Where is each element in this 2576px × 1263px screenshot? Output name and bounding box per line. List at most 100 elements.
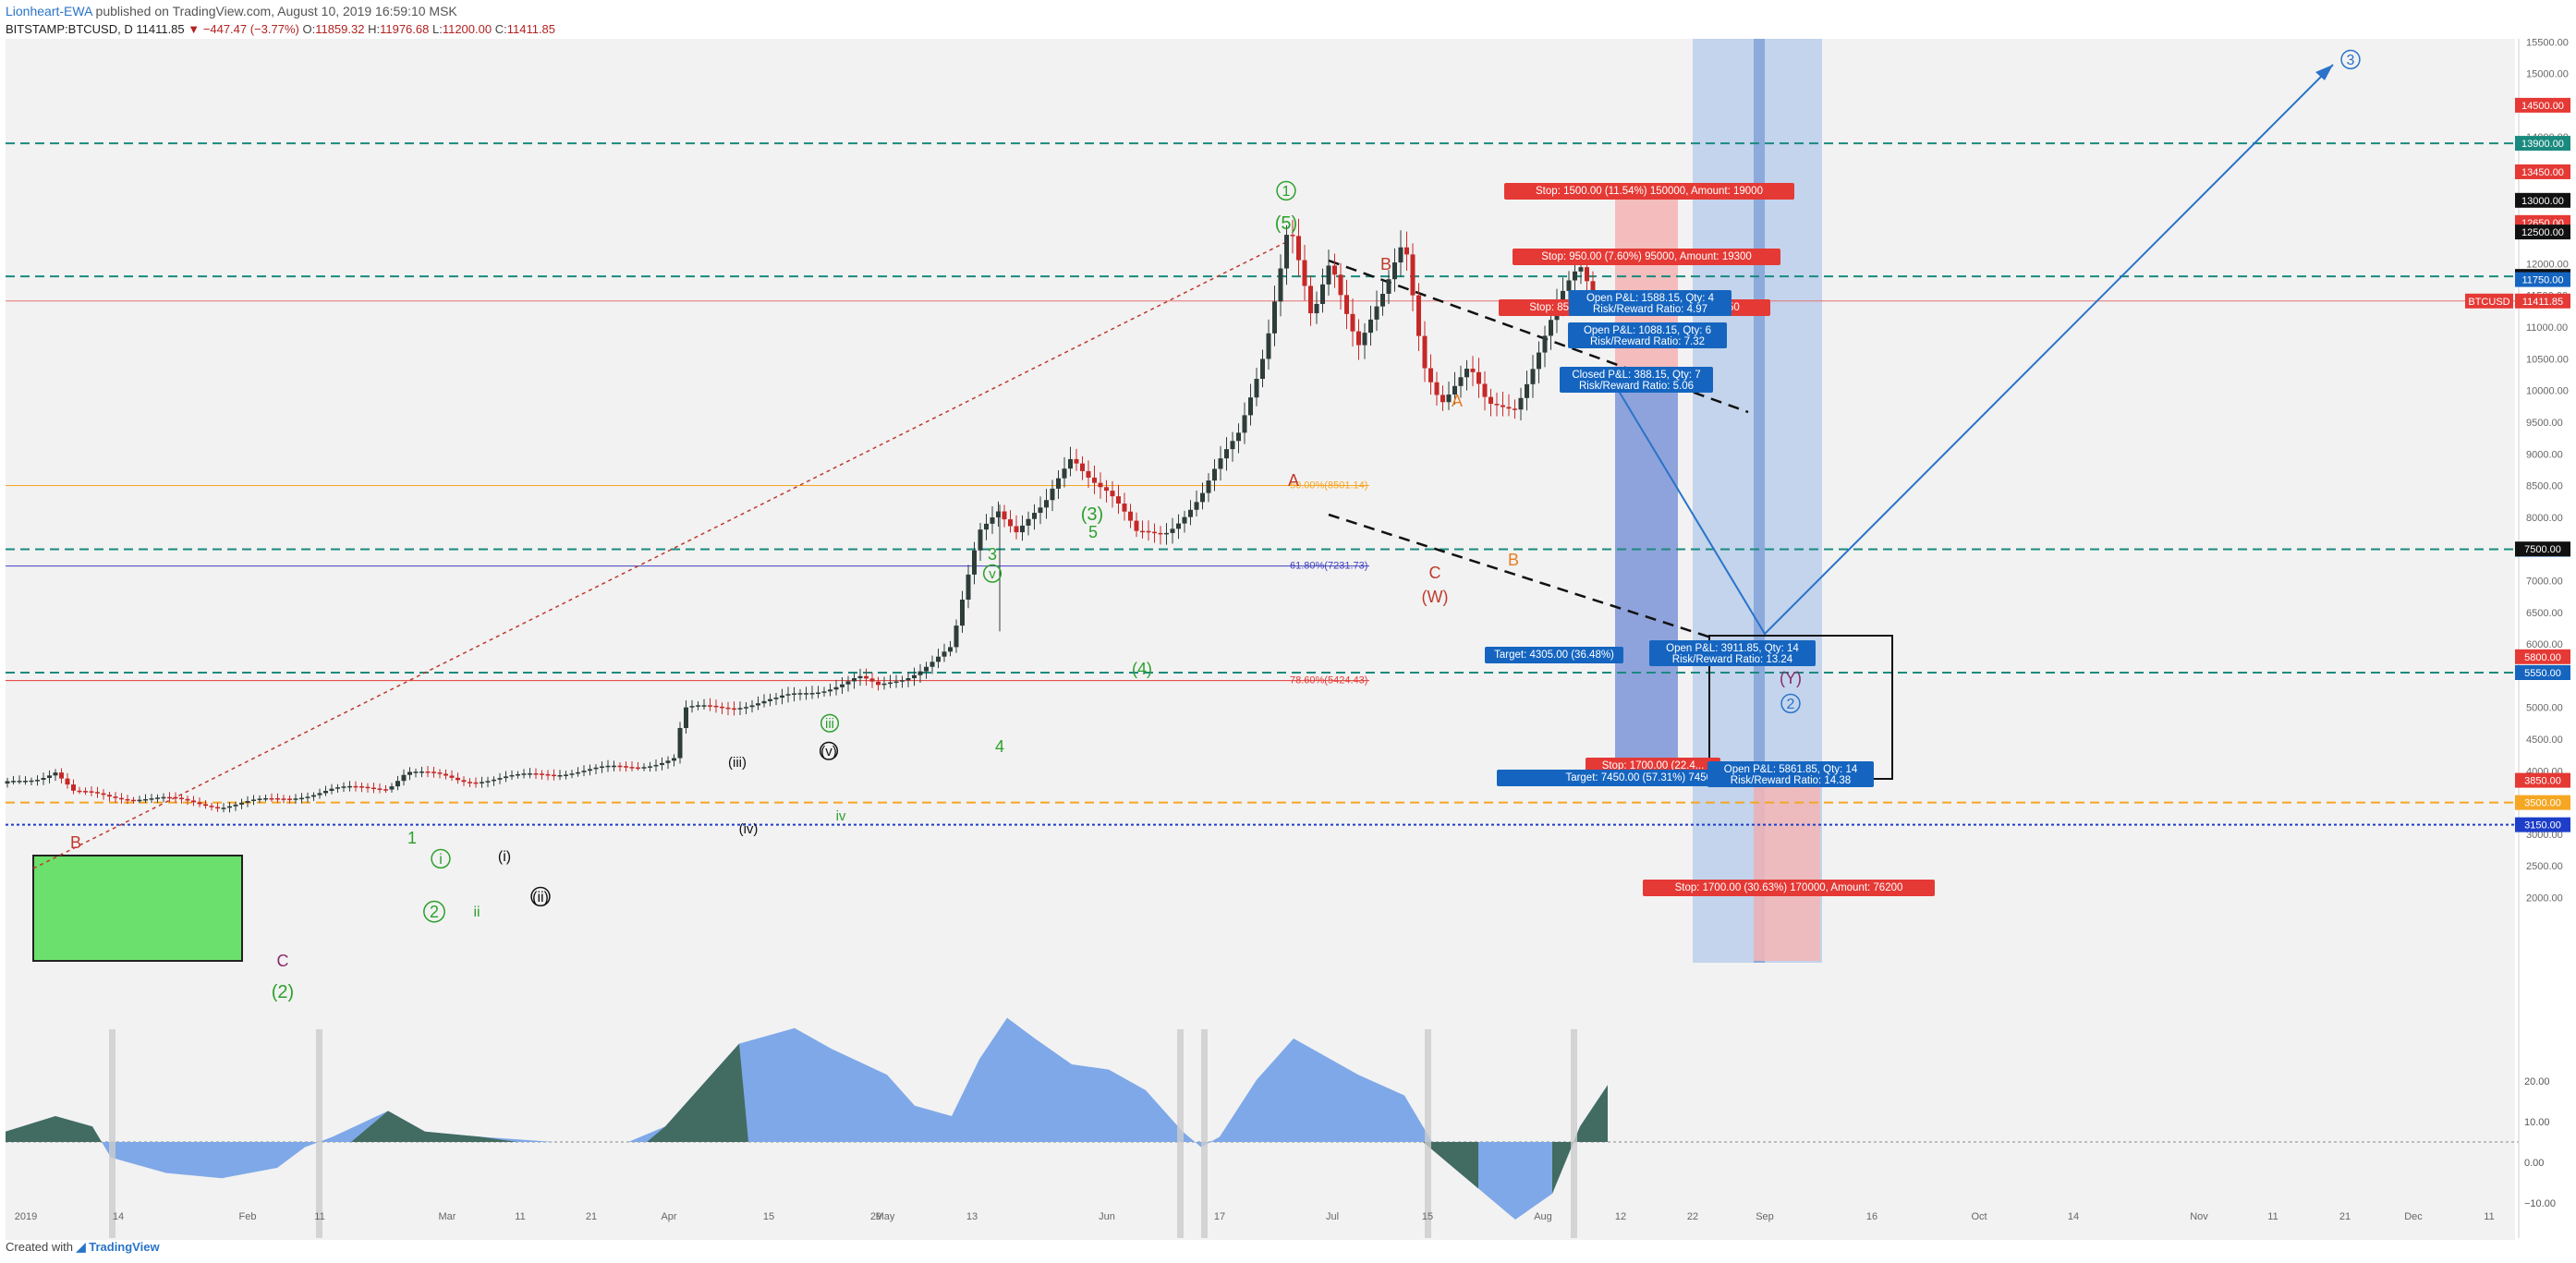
tradingview-logo-icon[interactable]: ◢	[76, 1240, 86, 1254]
candle-body	[1464, 369, 1469, 378]
candle-body	[1362, 333, 1367, 346]
candle-body	[720, 706, 724, 709]
candle-body	[1422, 335, 1428, 369]
candle-body	[756, 703, 760, 706]
candle-body	[972, 550, 977, 575]
candle-body	[23, 781, 28, 783]
pnl-box-text: Risk/Reward Ratio: 13.24	[1672, 654, 1793, 665]
osc-axis-tick: 0.00	[2524, 1158, 2544, 1169]
candle-body	[492, 779, 496, 782]
candle-body	[713, 705, 719, 708]
candle-body	[966, 574, 971, 600]
candle-body	[672, 758, 676, 761]
candle-body	[1032, 513, 1037, 519]
wave-label: B	[1380, 255, 1391, 273]
candle-body	[191, 800, 196, 803]
low-value: 11200.00	[442, 22, 492, 36]
candle-body	[864, 675, 869, 679]
candle-body	[197, 802, 202, 805]
candle-body	[533, 773, 539, 775]
time-axis-tick: 11	[314, 1211, 324, 1222]
high-label: H:	[368, 22, 381, 36]
symbol-label[interactable]: BITSTAMP:BTCUSD, D	[6, 22, 133, 36]
candle-body	[1368, 319, 1373, 334]
candle-body	[761, 700, 767, 704]
candle-body	[942, 651, 947, 657]
candle-body	[1080, 463, 1085, 471]
tradingview-brand[interactable]: TradingView	[89, 1240, 160, 1254]
price-axis-tick: 9000.00	[2526, 449, 2563, 460]
candle-body	[311, 795, 316, 797]
candle-body	[1585, 267, 1589, 282]
candle-body	[17, 781, 22, 783]
candle-body	[996, 511, 1001, 518]
stop-label-text: Stop: 1500.00 (11.54%) 150000, Amount: 1…	[1536, 186, 1763, 197]
candle-body	[1008, 519, 1013, 527]
time-axis-tick: Aug	[1534, 1211, 1552, 1222]
author-link[interactable]: Lionheart-EWA	[6, 4, 92, 18]
candle-body	[1176, 523, 1181, 529]
candle-body	[936, 656, 941, 662]
candle-body	[1578, 267, 1584, 272]
wave-label: (ii)	[532, 890, 549, 905]
candle-body	[1230, 441, 1235, 450]
candle-body	[1590, 281, 1596, 296]
candle-body	[347, 785, 352, 788]
time-axis-tick: 17	[1214, 1211, 1225, 1222]
candle-body	[1092, 477, 1097, 483]
candle-body	[131, 799, 136, 802]
candle-body	[227, 806, 232, 808]
candle-body	[1392, 262, 1397, 280]
price-axis-tick: 10000.00	[2526, 386, 2569, 397]
candle-body	[1344, 295, 1349, 314]
main-pane-background	[6, 39, 2515, 1027]
price-axis-tick: 11000.00	[2526, 322, 2568, 334]
candle-body	[816, 692, 820, 695]
candle-body	[269, 797, 274, 800]
candle-body	[359, 786, 364, 788]
wave-label: B	[70, 833, 81, 852]
candle-body	[251, 799, 256, 801]
candle-body	[1296, 236, 1301, 261]
candle-body	[617, 765, 623, 768]
time-axis-tick: May	[876, 1211, 895, 1222]
candle-body	[71, 784, 76, 791]
price-chart[interactable]: 50.00%(8501.14) 61.80%(7231.73) 78.60%(542…	[0, 37, 2576, 1257]
price-tag-label: 5550.00	[2524, 668, 2561, 679]
wave-label: 3	[988, 545, 997, 564]
candle-body	[281, 798, 286, 800]
time-axis-tick: 22	[1687, 1211, 1698, 1222]
candle-body	[1513, 408, 1517, 410]
accumulation-box	[32, 855, 243, 962]
wave-label: (iv)	[739, 821, 759, 837]
candle-body	[1200, 492, 1205, 503]
osc-marker-bar	[109, 1029, 115, 1238]
candle-body	[239, 802, 244, 805]
candle-body	[1122, 503, 1127, 512]
candle-body	[797, 693, 803, 695]
price-axis-tick: 15000.00	[2526, 69, 2569, 80]
price-tag-label: 11411.85	[2522, 297, 2563, 308]
candle-body	[1146, 530, 1151, 533]
price-tag-bg	[2515, 192, 2570, 208]
wave-label: 1	[407, 829, 417, 847]
candle-body	[1320, 284, 1325, 304]
wave-label: 4	[995, 737, 1004, 756]
wave-label: A	[1288, 471, 1299, 490]
wave-label: (3)	[1081, 504, 1103, 525]
candle-body	[696, 705, 700, 707]
price-axis-tick: 12000.00	[2526, 259, 2569, 270]
arrow-head-icon	[2315, 65, 2333, 80]
stop-label-text: Stop: 1700.00 (30.63%) 170000, Amount: 7…	[1675, 882, 1903, 893]
wave-label: v	[989, 566, 996, 582]
osc-marker-bar	[1425, 1029, 1431, 1238]
candle-body	[1530, 369, 1536, 384]
wave-label: A	[1452, 392, 1463, 410]
time-axis-tick: Oct	[1971, 1211, 1987, 1222]
candle-body	[1501, 405, 1505, 407]
candle-body	[287, 798, 292, 800]
candle-body	[588, 769, 592, 771]
candle-body	[828, 689, 832, 692]
candle-body	[371, 787, 376, 790]
pnl-box-bg	[1649, 640, 1816, 666]
